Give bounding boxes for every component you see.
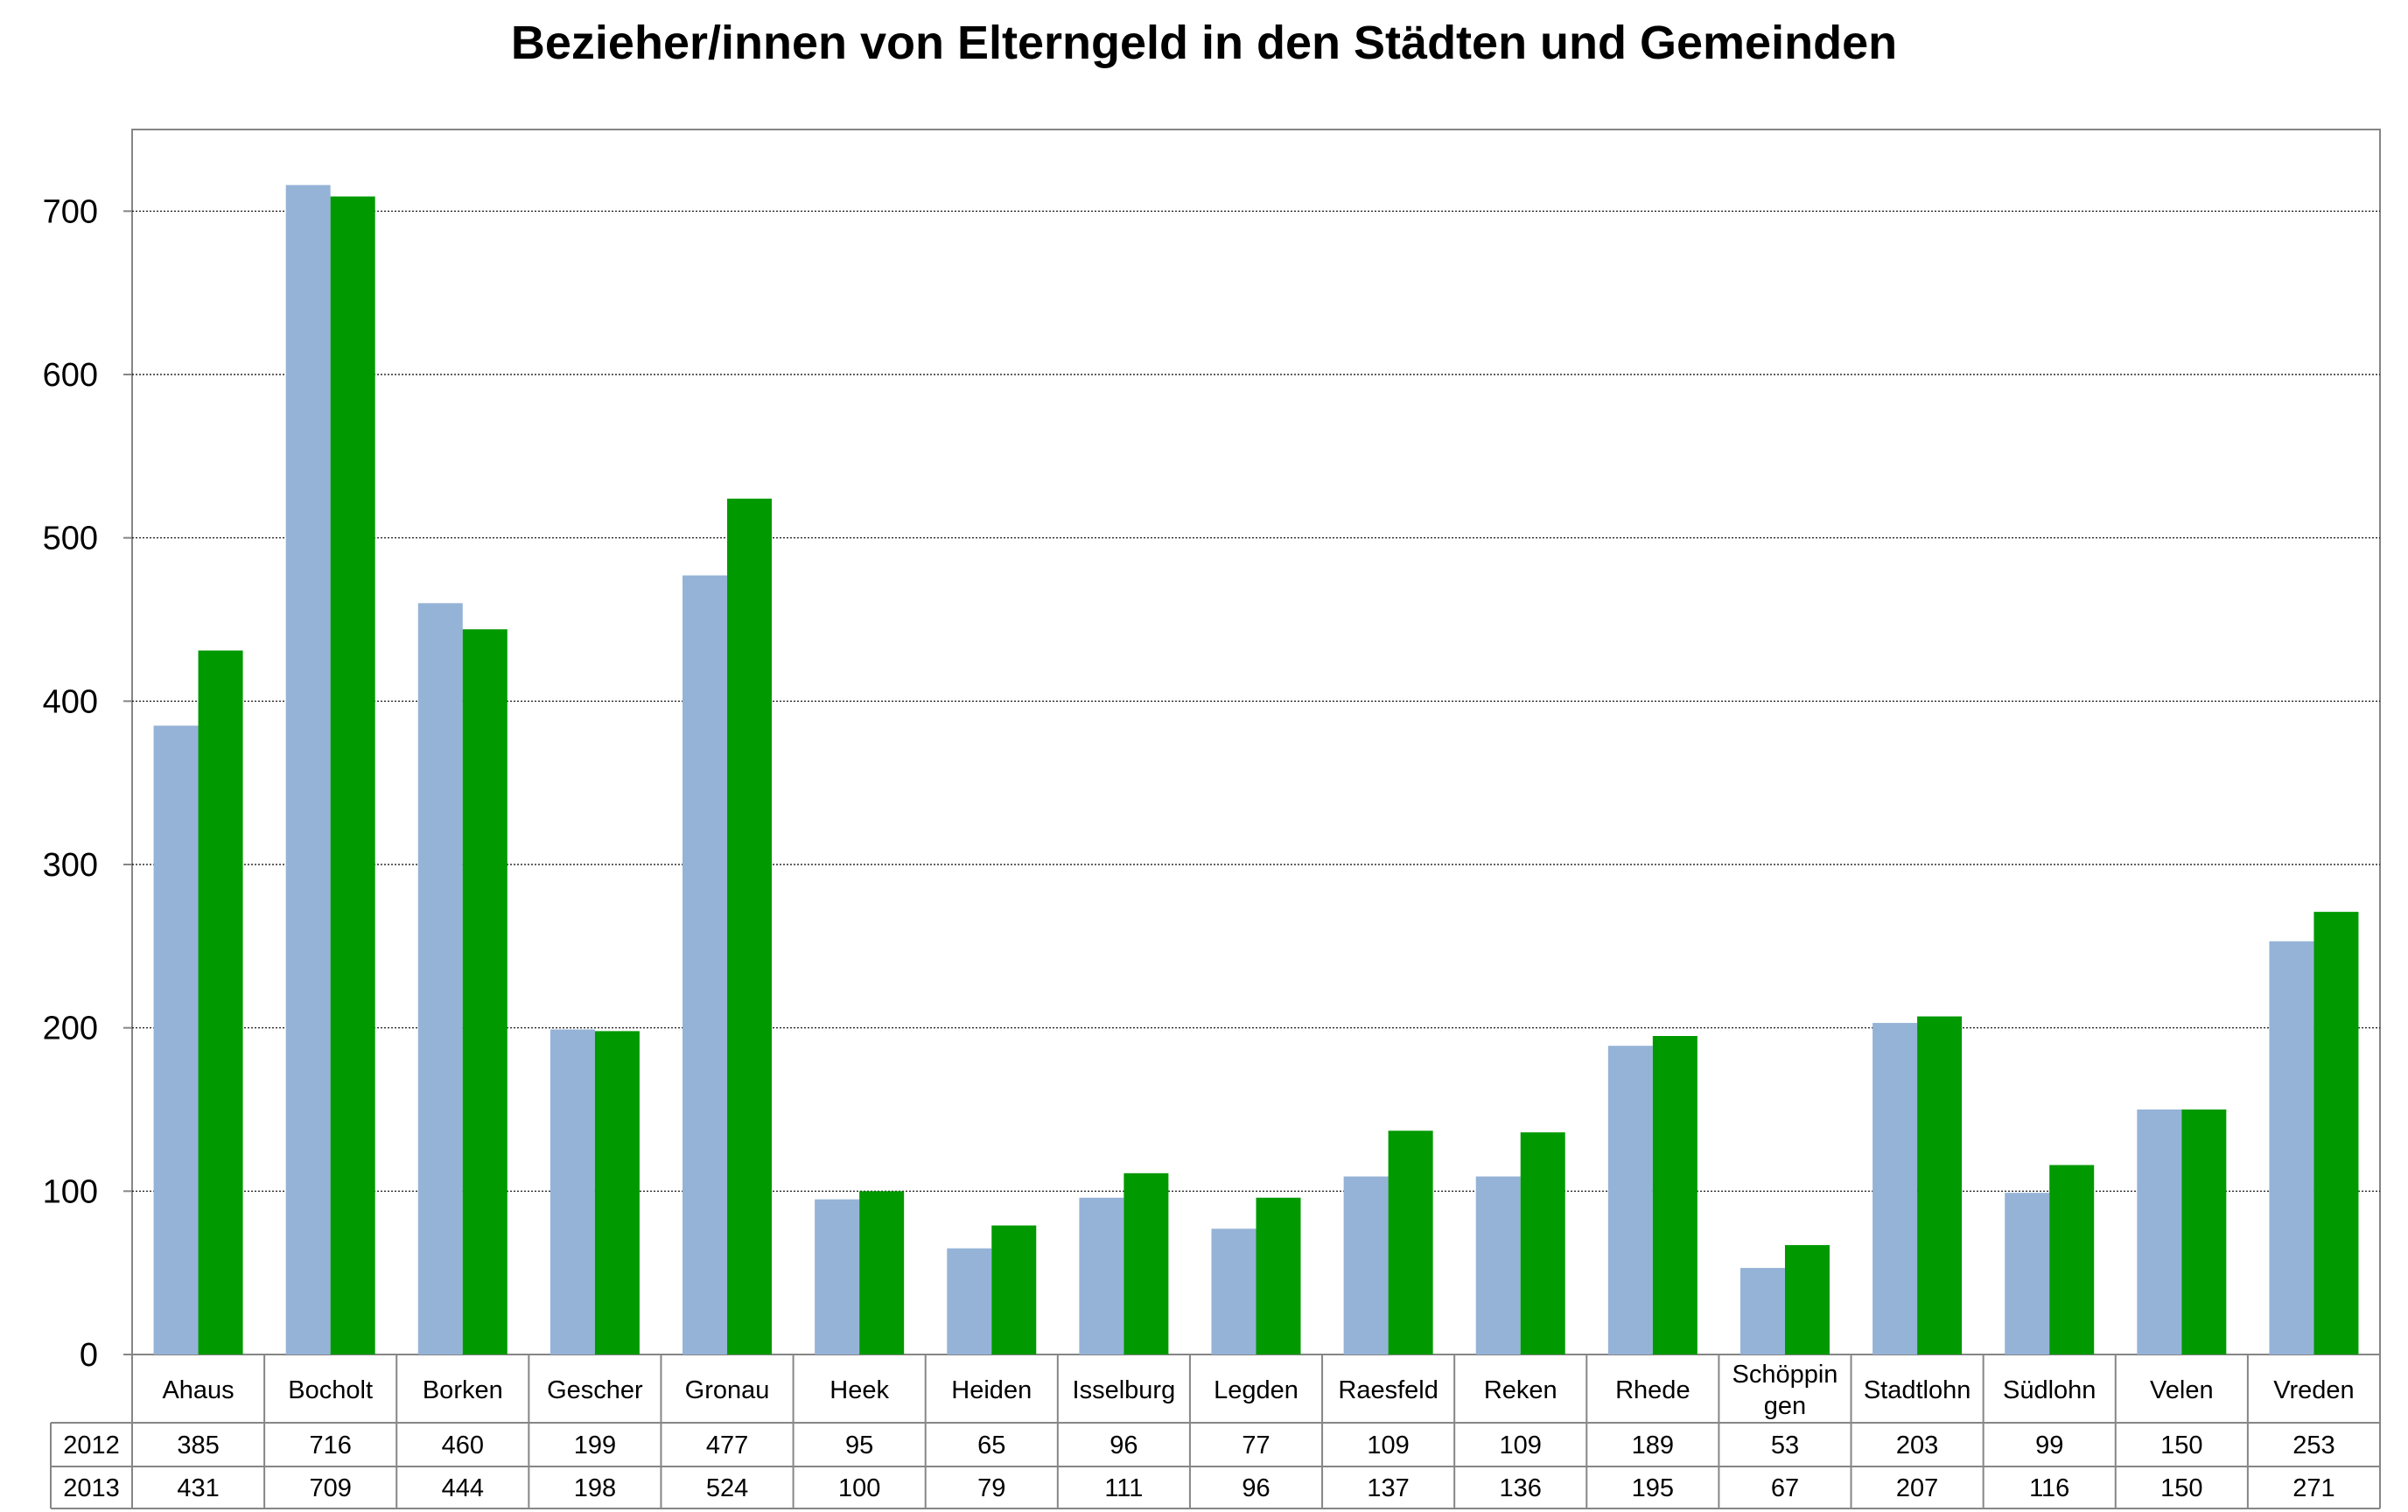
bar-2012-14 xyxy=(2005,1193,2050,1354)
table-value: 199 xyxy=(574,1432,616,1460)
bar-2012-3 xyxy=(550,1029,595,1354)
x-category-label: Gronau xyxy=(685,1376,770,1404)
y-tick-label: 400 xyxy=(43,683,98,720)
bar-2012-4 xyxy=(682,575,728,1354)
bar-2013-15 xyxy=(2181,1110,2227,1354)
bar-2013-14 xyxy=(2049,1165,2095,1354)
bar-2013-2 xyxy=(462,629,508,1354)
bar-2012-0 xyxy=(153,725,199,1354)
table-value: 116 xyxy=(2029,1474,2069,1502)
bar-2012-7 xyxy=(1079,1197,1124,1354)
bar-2013-8 xyxy=(1256,1197,1301,1354)
x-category-label: gen xyxy=(1764,1392,1806,1420)
bar-2013-7 xyxy=(1124,1172,1169,1354)
table-value: 716 xyxy=(309,1432,351,1460)
x-category-label: Gescher xyxy=(547,1376,643,1404)
bar-2013-4 xyxy=(727,498,773,1354)
table-value: 709 xyxy=(309,1474,351,1502)
table-value: 67 xyxy=(1771,1474,1799,1502)
table-value: 195 xyxy=(1632,1474,1674,1502)
x-category-label: Borken xyxy=(423,1376,503,1404)
bar-2013-11 xyxy=(1652,1036,1698,1354)
bar-2012-11 xyxy=(1607,1046,1653,1354)
x-category-label: Südlohn xyxy=(2003,1376,2096,1404)
bar-2012-15 xyxy=(2137,1110,2182,1354)
bar-2013-6 xyxy=(991,1225,1037,1354)
table-value: 477 xyxy=(706,1432,748,1460)
table-value: 96 xyxy=(1110,1432,1138,1460)
x-category-label: Isselburg xyxy=(1073,1376,1176,1404)
y-tick-label: 200 xyxy=(43,1011,98,1047)
table-value: 431 xyxy=(177,1474,219,1502)
x-category-label: Heek xyxy=(830,1376,889,1404)
x-category-label: Velen xyxy=(2150,1376,2214,1404)
bar-2013-5 xyxy=(859,1191,905,1354)
bar-2012-16 xyxy=(2269,941,2314,1354)
x-category-label: Heiden xyxy=(951,1376,1032,1404)
table-series-label: 2012 xyxy=(63,1432,120,1460)
table-value: 460 xyxy=(442,1432,484,1460)
table-value: 524 xyxy=(706,1474,748,1502)
table-value: 65 xyxy=(977,1432,1005,1460)
bar-2012-1 xyxy=(285,185,331,1354)
bar-2012-5 xyxy=(815,1199,860,1354)
table-value: 79 xyxy=(977,1474,1005,1502)
table-value: 385 xyxy=(177,1432,219,1460)
table-value: 99 xyxy=(2035,1432,2063,1460)
bar-2012-13 xyxy=(1872,1023,1918,1354)
table-value: 150 xyxy=(2160,1432,2202,1460)
table-value: 189 xyxy=(1632,1432,1674,1460)
table-value: 53 xyxy=(1771,1432,1799,1460)
bar-2012-2 xyxy=(417,603,463,1354)
table-value: 137 xyxy=(1367,1474,1409,1502)
bar-2013-3 xyxy=(594,1031,640,1354)
table-value: 111 xyxy=(1104,1474,1143,1502)
x-category-label: Vreden xyxy=(2273,1376,2354,1404)
bar-2013-12 xyxy=(1784,1244,1830,1354)
y-tick-label: 100 xyxy=(43,1173,98,1210)
table-value: 207 xyxy=(1896,1474,1938,1502)
x-category-label: Rhede xyxy=(1615,1376,1690,1404)
table-value: 136 xyxy=(1500,1474,1542,1502)
bar-2012-8 xyxy=(1211,1228,1256,1354)
y-tick-label: 0 xyxy=(80,1337,98,1374)
y-tick-label: 500 xyxy=(43,521,98,557)
bar-2012-9 xyxy=(1343,1176,1389,1354)
table-series-label: 2013 xyxy=(63,1474,120,1502)
table-value: 150 xyxy=(2160,1474,2202,1502)
bar-2013-9 xyxy=(1388,1130,1433,1354)
x-category-label: Ahaus xyxy=(162,1376,234,1404)
x-category-label: Schöppin xyxy=(1732,1361,1838,1389)
bar-2013-1 xyxy=(330,196,375,1355)
y-tick-label: 600 xyxy=(43,357,98,394)
bar-2013-13 xyxy=(1917,1016,1963,1354)
table-value: 203 xyxy=(1896,1432,1938,1460)
x-category-label: Stadtlohn xyxy=(1864,1376,1971,1404)
bar-2012-12 xyxy=(1740,1268,1785,1354)
bar-2012-6 xyxy=(947,1248,992,1354)
x-category-label: Raesfeld xyxy=(1338,1376,1438,1404)
x-category-label: Bocholt xyxy=(288,1376,373,1404)
table-value: 444 xyxy=(442,1474,484,1502)
x-category-label: Legden xyxy=(1214,1376,1298,1404)
bar-2013-10 xyxy=(1520,1132,1565,1354)
table-value: 198 xyxy=(574,1474,616,1502)
chart-title: Bezieher/innen von Elterngeld in den Stä… xyxy=(510,17,1898,69)
y-tick-label: 300 xyxy=(43,847,98,884)
table-value: 109 xyxy=(1367,1432,1409,1460)
bar-2013-16 xyxy=(2314,912,2359,1354)
table-value: 95 xyxy=(845,1432,873,1460)
x-category-label: Reken xyxy=(1484,1376,1558,1404)
table-value: 109 xyxy=(1500,1432,1542,1460)
y-tick-label: 700 xyxy=(43,193,98,230)
table-value: 96 xyxy=(1242,1474,1270,1502)
table-value: 253 xyxy=(2292,1432,2334,1460)
table-value: 77 xyxy=(1242,1432,1270,1460)
table-value: 100 xyxy=(838,1474,880,1502)
bar-2012-10 xyxy=(1475,1176,1521,1354)
bar-2013-0 xyxy=(198,650,243,1354)
table-value: 271 xyxy=(2292,1474,2334,1502)
